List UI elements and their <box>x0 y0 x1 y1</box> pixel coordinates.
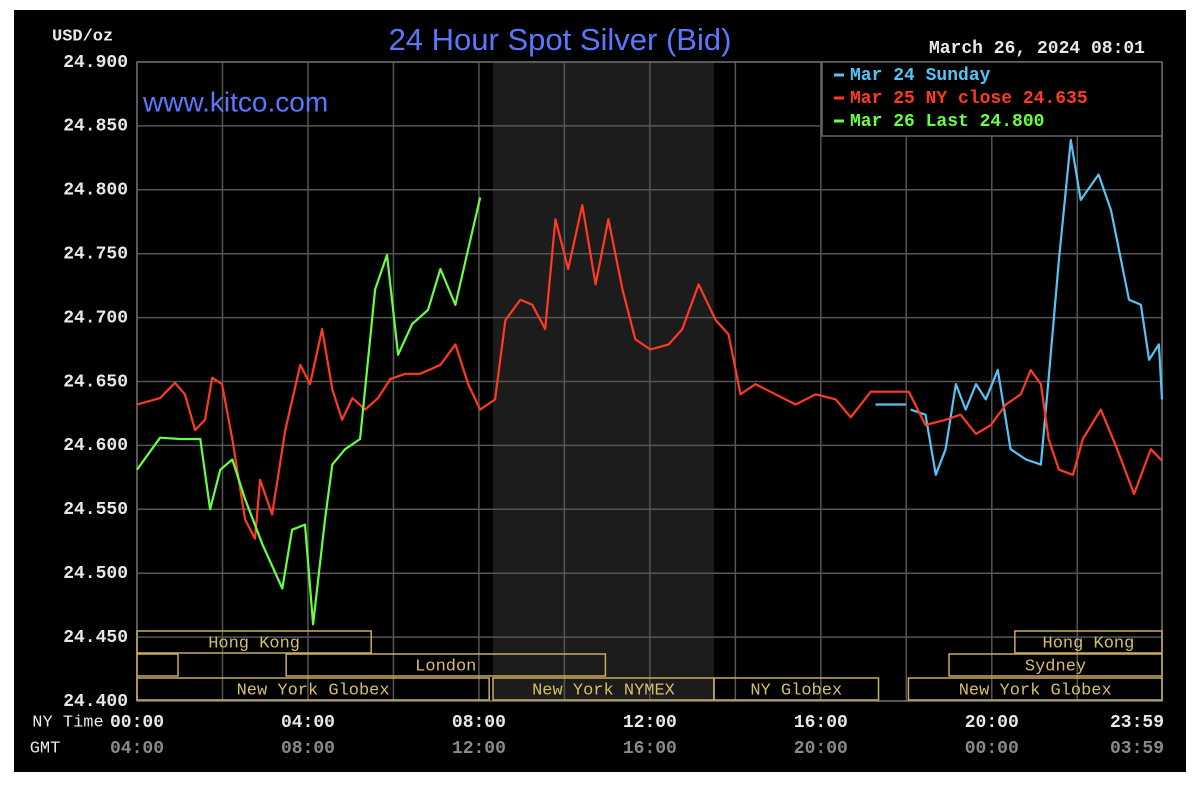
x2-tick-label: 03:59 <box>1110 739 1164 759</box>
x2-tick-label: 04:00 <box>110 739 164 759</box>
x2-tick-label: 08:00 <box>281 739 335 759</box>
watermark: www.kitco.com <box>142 86 328 117</box>
y-tick-label: 24.700 <box>63 308 128 328</box>
y-tick-label: 24.400 <box>63 692 128 712</box>
y-tick-label: 24.750 <box>63 244 128 264</box>
session-label: Hong Kong <box>208 634 300 653</box>
timestamp: March 26, 2024 08:01 <box>929 39 1145 59</box>
x-tick-label: 20:00 <box>965 713 1019 733</box>
y-tick-label: 24.650 <box>63 372 128 392</box>
session-bar <box>136 653 179 677</box>
series-line <box>875 138 1164 476</box>
session-label: London <box>415 657 476 676</box>
session-label: New York NYMEX <box>532 681 675 700</box>
session-bar <box>136 677 490 701</box>
session-label: Hong Kong <box>1043 634 1135 653</box>
x-tick-label: 00:00 <box>110 713 164 733</box>
session-bar <box>713 677 880 701</box>
x-tick-label: 16:00 <box>794 713 848 733</box>
x2-tick-label: 16:00 <box>623 739 677 759</box>
session-bar <box>1014 630 1163 654</box>
session-bar <box>285 653 607 677</box>
x2-tick-label: 00:00 <box>965 739 1019 759</box>
legend-label: Mar 25 NY close 24.635 <box>850 89 1088 109</box>
x2-axis-label: GMT <box>30 739 61 758</box>
y-axis-label: USD/oz <box>52 27 113 46</box>
x-tick-label: 23:59 <box>1110 713 1164 733</box>
legend-label: Mar 24 Sunday <box>850 66 991 86</box>
x-tick-label: 12:00 <box>623 713 677 733</box>
series-line <box>136 197 482 626</box>
session-bar <box>907 677 1163 701</box>
legend-box <box>821 61 1163 137</box>
session-label: NY Globex <box>750 681 842 700</box>
series-line <box>136 204 1163 540</box>
x-axis-label: NY Time <box>32 713 103 732</box>
chart-title: 24 Hour Spot Silver (Bid) <box>389 22 732 57</box>
session-bar <box>136 630 372 654</box>
x-tick-label: 08:00 <box>452 713 506 733</box>
y-tick-label: 24.600 <box>63 436 128 456</box>
y-tick-label: 24.850 <box>63 117 128 137</box>
y-tick-label: 24.500 <box>63 564 128 584</box>
x2-tick-label: 20:00 <box>794 739 848 759</box>
y-tick-label: 24.450 <box>63 628 128 648</box>
session-bar <box>948 653 1163 677</box>
session-label: New York Globex <box>959 681 1112 700</box>
legend-label: Mar 26 Last 24.800 <box>850 112 1044 132</box>
y-tick-label: 24.900 <box>63 53 128 73</box>
y-tick-label: 24.550 <box>63 500 128 520</box>
x-tick-label: 04:00 <box>281 713 335 733</box>
session-label: Sydney <box>1025 657 1086 676</box>
session-label: New York Globex <box>237 681 390 700</box>
x2-tick-label: 12:00 <box>452 739 506 759</box>
y-tick-label: 24.800 <box>63 181 128 201</box>
